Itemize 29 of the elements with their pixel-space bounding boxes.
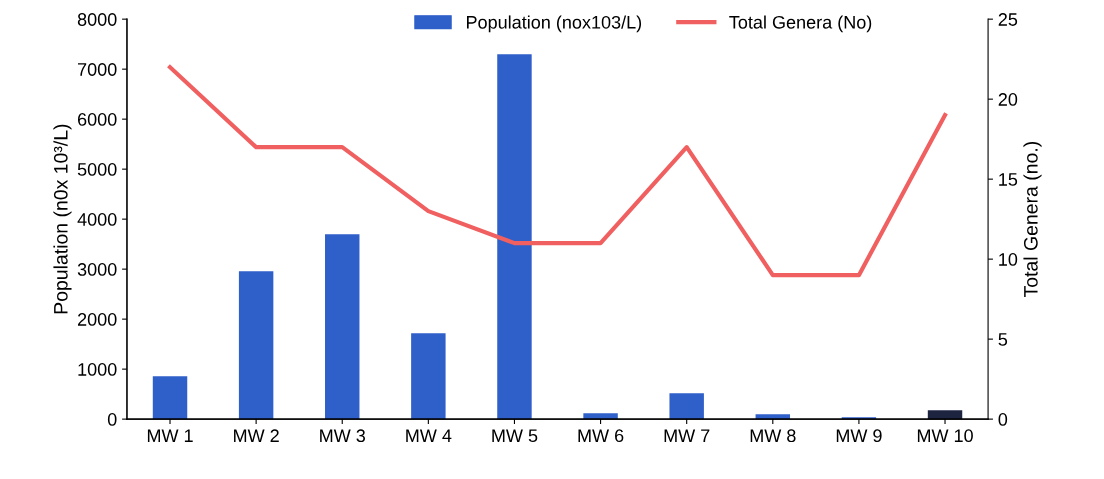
y-tick-label: 1000: [78, 363, 117, 376]
y-tick-label: 3000: [77, 263, 117, 276]
x-tick-label: MW 1: [147, 429, 193, 442]
y2-tick-label: 0: [998, 413, 1008, 426]
legend-label: Population (nox103/L): [466, 15, 642, 33]
y2-tick-label: 10: [999, 253, 1018, 266]
y-tick-label: 6000: [77, 113, 117, 126]
y-tick-label: 2000: [77, 313, 117, 326]
y2-axis-title: Total Genera (no.): [1023, 141, 1042, 298]
y2-tick-label: 25: [998, 13, 1018, 26]
x-tick-label: MW 10: [917, 429, 973, 443]
y-tick-label: 7000: [78, 63, 117, 76]
x-tick-label: MW 3: [320, 429, 366, 443]
y2-tick-label: 20: [998, 93, 1018, 106]
x-tick-label: MW 2: [234, 429, 279, 442]
y2-tick-label: 15: [999, 173, 1018, 186]
y-tick-label: 4000: [77, 213, 117, 226]
x-tick-label: MW 4: [406, 429, 452, 442]
y-axis-title: Population (n0x 10³/L): [53, 124, 72, 314]
x-tick-label: MW 9: [836, 429, 882, 443]
x-tick-label: MW 6: [578, 429, 624, 443]
x-tick-label: MW 5: [492, 429, 538, 443]
y2-tick-label: 5: [998, 333, 1008, 346]
y-tick-label: 5000: [77, 163, 117, 176]
legend-label: Total Genera (No): [729, 15, 872, 33]
y-tick-label: 0: [107, 413, 117, 426]
x-tick-label: MW 8: [750, 429, 796, 443]
x-tick-label: MW 7: [664, 429, 710, 442]
y-tick-label: 8000: [77, 13, 117, 26]
